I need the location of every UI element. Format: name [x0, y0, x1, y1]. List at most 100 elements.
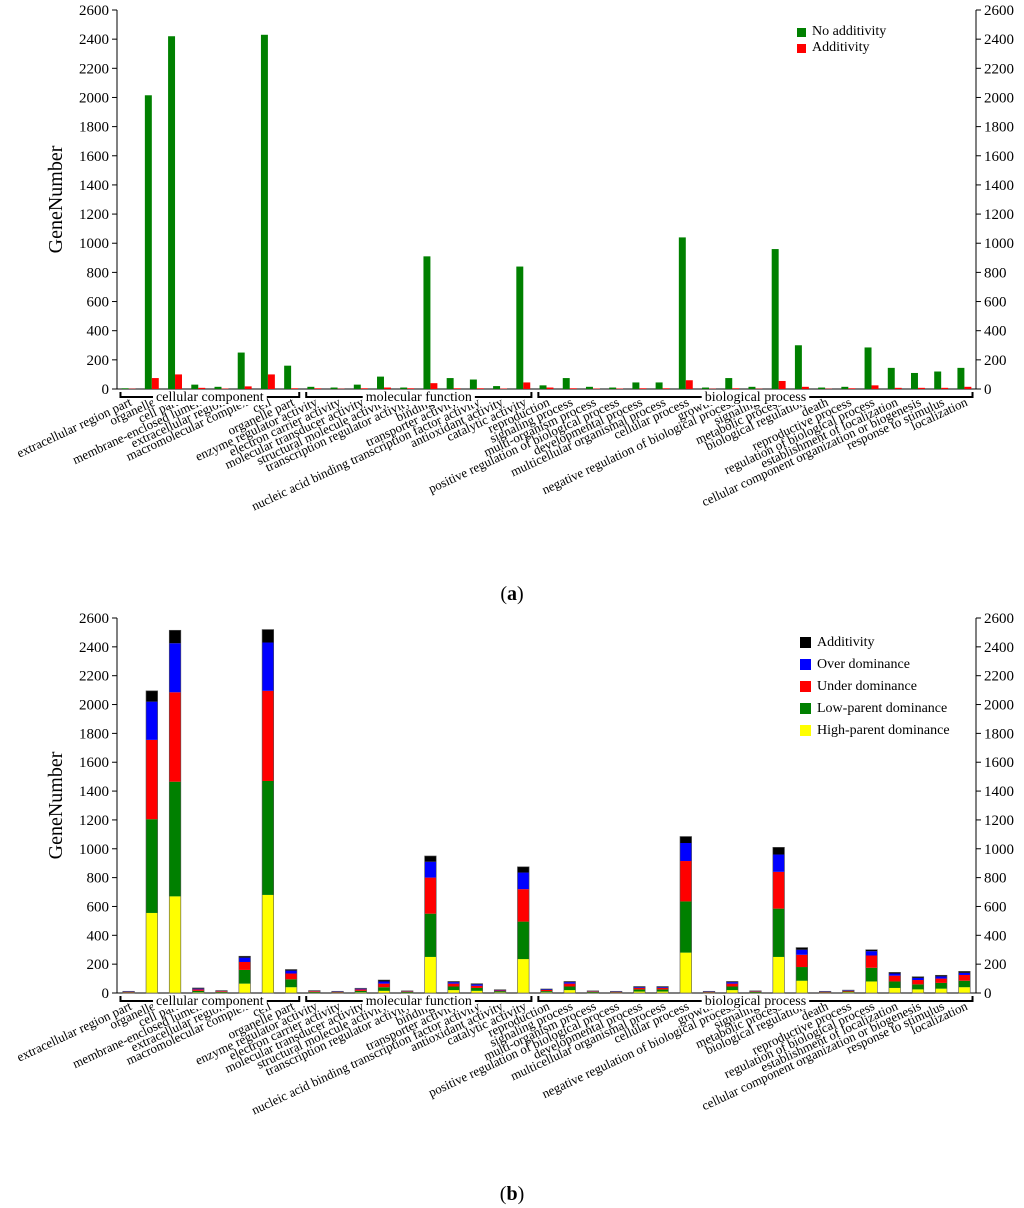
- bar: [639, 388, 647, 389]
- bar-segment: [238, 961, 251, 970]
- bar-segment: [865, 951, 878, 956]
- bar-segment: [494, 992, 506, 993]
- bar-segment: [935, 975, 947, 977]
- group-label-bg: [153, 390, 267, 405]
- bar-segment: [238, 957, 251, 962]
- left-y-tick-label: 1800: [79, 726, 109, 742]
- bar-outline: [470, 983, 483, 994]
- bar-segment: [865, 949, 878, 952]
- bar: [214, 386, 222, 389]
- bar-segment: [447, 982, 460, 984]
- bar-outline: [656, 986, 669, 994]
- bar: [307, 386, 315, 389]
- bar-segment: [796, 947, 808, 950]
- chart-panel-a: 0 0 200 200 400 400 600 600 800 800 1000 1000 1200 12…: [14, 3, 1014, 513]
- right-y-tick-label: 2200: [984, 61, 1014, 77]
- bar-segment: [772, 854, 785, 872]
- bar-segment: [587, 991, 599, 993]
- bar-segment: [146, 690, 158, 702]
- bar-segment: [215, 991, 228, 992]
- right-y-tick-label: 1800: [984, 726, 1014, 742]
- right-y-tick-label: 1000: [984, 842, 1014, 858]
- bar-segment: [726, 986, 739, 991]
- bar-segment: [262, 780, 274, 895]
- bar: [383, 387, 391, 389]
- bar-segment: [888, 987, 901, 993]
- bar: [469, 379, 477, 389]
- bar-segment: [517, 921, 530, 960]
- bar: [407, 388, 415, 389]
- bar-segment: [285, 969, 297, 971]
- right-y-tick-label: 2000: [984, 698, 1014, 714]
- bar-segment: [447, 990, 460, 993]
- bar-segment: [888, 981, 901, 988]
- bar-segment: [842, 990, 855, 992]
- bar-segment: [772, 847, 785, 855]
- bar: [330, 387, 338, 389]
- left-y-tick-label: 1200: [79, 813, 109, 829]
- group-label: biological process: [705, 994, 806, 1009]
- bar-outline: [215, 990, 228, 994]
- bar-segment: [517, 959, 530, 993]
- bar: [191, 384, 199, 389]
- right-y-tick-label: 200: [984, 957, 1007, 973]
- bar-segment: [424, 855, 437, 862]
- bar-segment: [935, 982, 947, 989]
- bar-outline: [261, 629, 275, 994]
- right-y-tick-label: 2200: [984, 669, 1014, 685]
- left-y-tick-label: 2000: [79, 698, 109, 714]
- bar-segment: [633, 989, 646, 992]
- bar-segment: [447, 981, 460, 983]
- group-label-bg: [362, 390, 475, 405]
- bar: [771, 249, 779, 389]
- bar: [569, 388, 577, 389]
- bar: [655, 382, 663, 389]
- bar: [546, 387, 554, 389]
- group-label: cellular component: [156, 390, 264, 405]
- right-y-tick-label: 2000: [984, 90, 1014, 106]
- bar-segment: [563, 986, 576, 991]
- bar-outline: [517, 866, 530, 994]
- right-y-tick-label: 2400: [984, 32, 1014, 48]
- legend: Additivity Over dominance Under dominance L…: [800, 635, 950, 738]
- bar-segment: [912, 984, 924, 990]
- legend-swatch: [797, 44, 806, 53]
- left-y-tick-label: 2200: [79, 669, 109, 685]
- right-y-tick-label: 1600: [984, 149, 1014, 165]
- bar-outline: [749, 990, 762, 994]
- legend-swatch: [800, 703, 811, 714]
- bar: [493, 386, 501, 389]
- left-y-tick-label: 800: [87, 265, 110, 281]
- bar: [267, 374, 275, 389]
- bar: [244, 386, 252, 389]
- right-y-tick-label: 2600: [984, 3, 1014, 19]
- bar-segment: [912, 977, 924, 981]
- bar: [632, 382, 640, 389]
- bar-segment: [169, 896, 181, 993]
- bar-outline: [238, 955, 251, 994]
- right-y-tick-label: 1400: [984, 784, 1014, 800]
- bar-segment: [935, 976, 947, 979]
- bar: [864, 347, 872, 389]
- bar-segment: [958, 987, 971, 993]
- group-label-bg: [701, 390, 810, 405]
- bar: [430, 383, 438, 389]
- bar-segment: [888, 975, 901, 982]
- bar-segment: [656, 989, 669, 992]
- bar: [917, 387, 925, 389]
- bar: [400, 387, 408, 389]
- bar-segment: [192, 990, 205, 993]
- left-y-tick-label: 600: [87, 899, 110, 915]
- group-label: biological process: [705, 390, 806, 405]
- bar-segment: [146, 739, 158, 820]
- bar: [314, 388, 322, 389]
- bar-segment: [378, 983, 390, 988]
- bar-segment: [146, 819, 158, 913]
- bar-segment: [958, 972, 971, 975]
- bar-segment: [656, 991, 669, 993]
- bar-segment: [865, 981, 878, 993]
- group-label: molecular function: [366, 994, 472, 1009]
- bar-segment: [888, 973, 901, 976]
- bar-outline: [679, 836, 692, 994]
